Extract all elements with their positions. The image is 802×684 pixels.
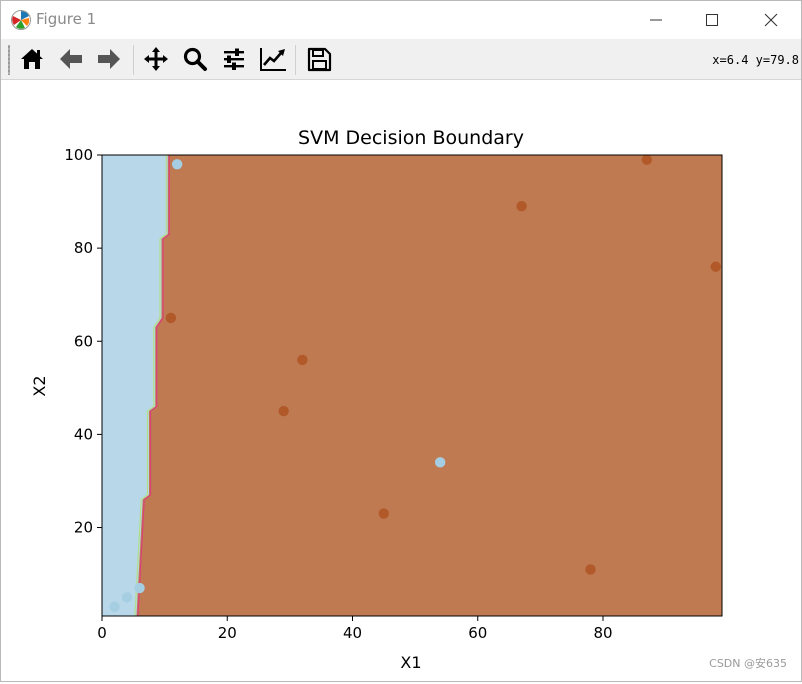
minimize-icon <box>650 19 662 21</box>
back-button[interactable] <box>55 43 87 75</box>
title-bar[interactable]: Figure 1 <box>1 1 801 39</box>
y-tick-label: 60 <box>74 332 93 350</box>
edit-axis-icon <box>260 48 286 71</box>
y-tick-label: 40 <box>74 425 93 443</box>
close-button[interactable] <box>748 1 794 39</box>
zoom-button[interactable] <box>179 43 211 75</box>
scatter-point-class-1 <box>585 564 596 575</box>
back-arrow-icon <box>60 49 82 69</box>
cursor-coordinates: x=6.4 y=79.8 <box>712 53 799 67</box>
maximize-icon <box>706 14 718 26</box>
save-button[interactable] <box>303 43 335 75</box>
scatter-point-class-0 <box>109 601 120 612</box>
maximize-button[interactable] <box>689 1 735 39</box>
zoom-icon <box>183 47 207 71</box>
scatter-point-class-1 <box>710 261 721 272</box>
y-tick-label: 20 <box>74 519 93 537</box>
toolbar-separator <box>295 45 296 75</box>
scatter-point-class-0 <box>121 592 133 603</box>
y-axis-label: X2 <box>30 375 49 396</box>
x-axis-label: X1 <box>400 653 421 672</box>
configure-subplots-button[interactable] <box>218 43 250 75</box>
configure-subplots-icon <box>224 48 244 70</box>
home-button[interactable] <box>16 43 48 75</box>
forward-button[interactable] <box>93 43 125 75</box>
scatter-point-class-1 <box>278 405 289 417</box>
scatter-point-class-1 <box>297 354 308 366</box>
navigation-toolbar: x=6.4 y=79.8 <box>1 39 801 80</box>
scatter-point-class-1 <box>641 154 653 165</box>
scatter-point-class-0 <box>434 457 446 468</box>
chart-svg[interactable]: 0 20 40 60 80 20 40 60 80 100 SVM Decision Bounda… <box>1 80 801 680</box>
x-tick-label: 80 <box>593 624 612 642</box>
figure-canvas[interactable]: 0 20 40 60 80 20 40 60 80 100 SVM Decision Bounda… <box>1 80 801 680</box>
window-title: Figure 1 <box>36 10 97 28</box>
watermark-text: CSDN @安635 <box>709 657 787 670</box>
y-tick-label: 100 <box>64 146 93 164</box>
close-icon <box>764 13 778 27</box>
minimize-button[interactable] <box>633 1 679 39</box>
scatter-point-class-0 <box>134 582 145 594</box>
edit-axis-button[interactable] <box>256 43 288 75</box>
forward-arrow-icon <box>98 49 120 69</box>
home-icon <box>21 49 43 69</box>
scatter-point-class-1 <box>516 201 527 212</box>
scatter-point-class-1 <box>165 312 177 324</box>
pan-icon <box>144 47 168 71</box>
scatter-point-class-1 <box>378 508 390 519</box>
scatter-point-class-0 <box>171 159 183 170</box>
decision-boundary-contour <box>137 155 170 617</box>
y-tick-label: 80 <box>74 239 93 257</box>
save-icon <box>307 47 332 72</box>
x-tick-label: 40 <box>343 624 362 642</box>
x-tick-label: 20 <box>218 624 237 642</box>
plot-axes-frame <box>101 154 723 617</box>
toolbar-separator <box>133 45 134 75</box>
decision-region-class-0 <box>102 155 168 616</box>
decision-region-class-1 <box>102 155 722 616</box>
x-tick-label: 0 <box>97 624 107 642</box>
x-tick-label: 60 <box>468 624 487 642</box>
pan-button[interactable] <box>140 43 172 75</box>
decision-boundary-contour <box>134 155 167 617</box>
matplotlib-logo-icon <box>10 9 32 31</box>
toolbar-grip[interactable] <box>8 45 10 75</box>
chart-title: SVM Decision Boundary <box>298 127 524 149</box>
